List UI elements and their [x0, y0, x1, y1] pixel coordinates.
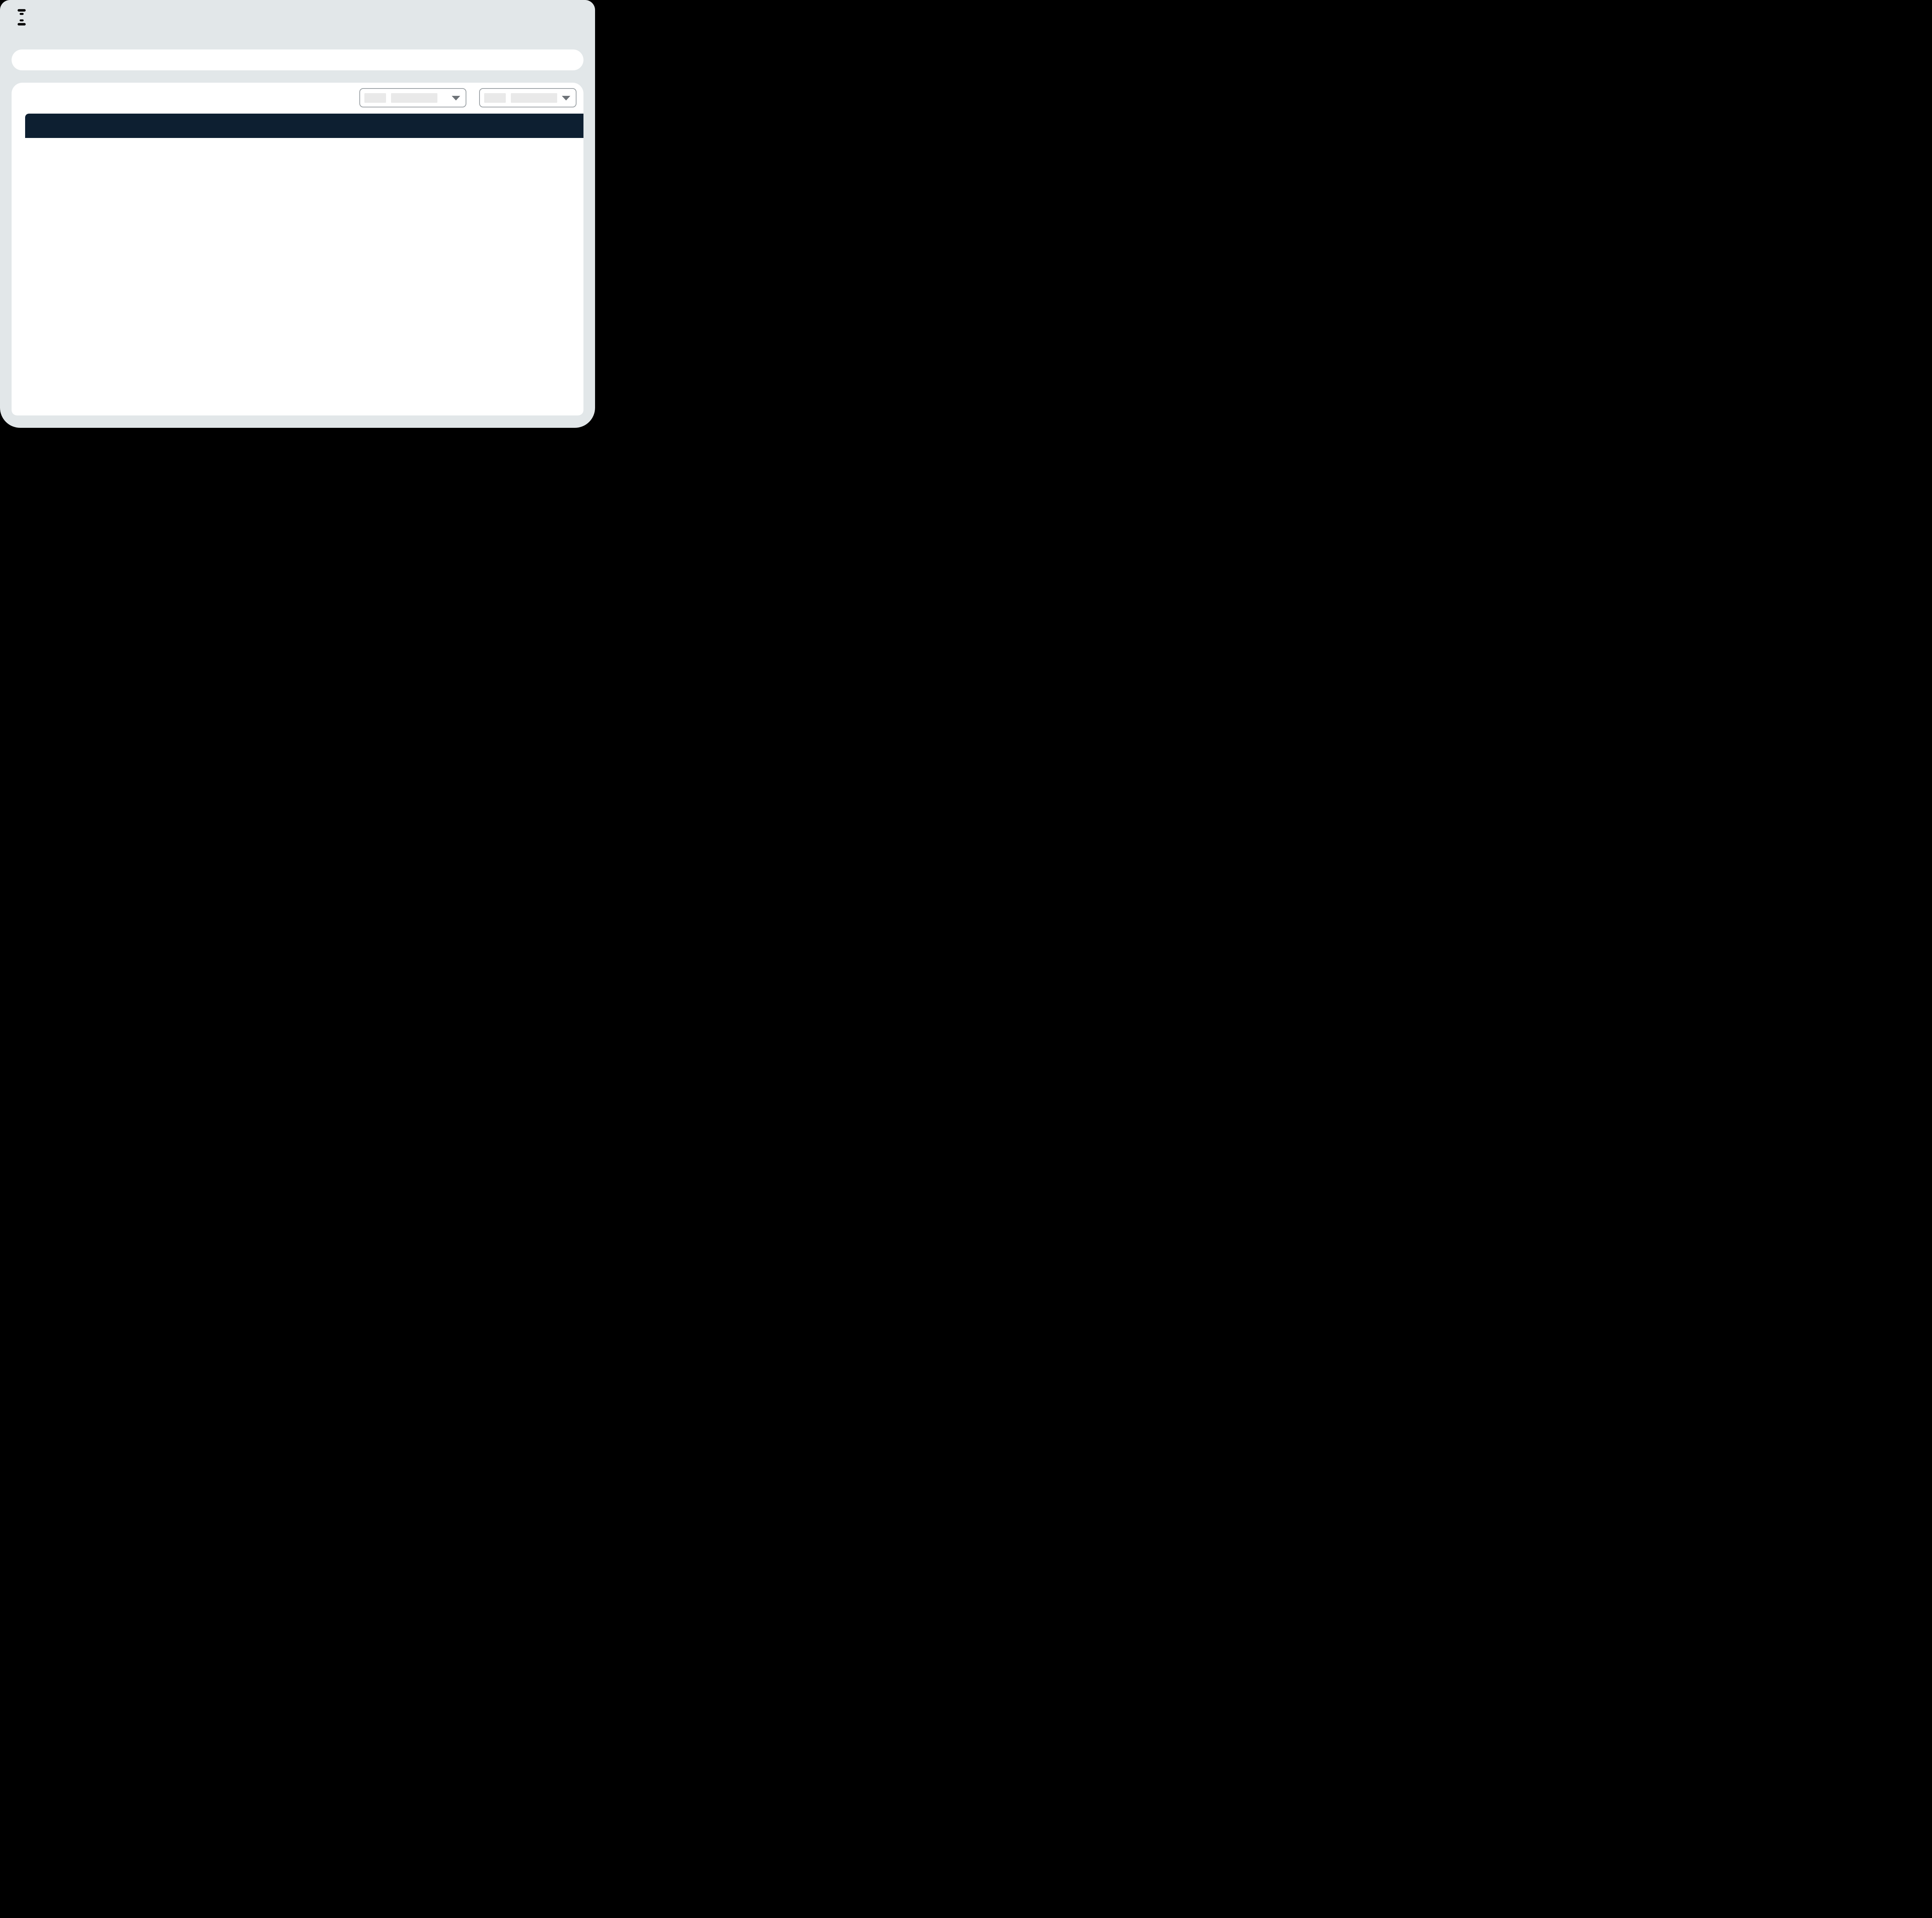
app-page [0, 0, 595, 428]
filter-dropdown-1[interactable] [359, 88, 466, 107]
line-of-balance-panel [12, 83, 583, 415]
apex-logo [15, 9, 29, 27]
dna-helix-icon [17, 9, 26, 26]
page-title-bar [12, 49, 583, 70]
dropdown-placeholder-block [484, 93, 506, 103]
chevron-down-icon [452, 96, 460, 100]
line-of-balance-table [25, 114, 583, 138]
filter-controls [359, 88, 577, 107]
dropdown-placeholder-block [391, 93, 437, 103]
table-header-row [25, 114, 583, 138]
dropdown-placeholder-block [364, 93, 386, 103]
apex-logo-wordmark [15, 9, 29, 26]
chevron-down-icon [562, 96, 570, 100]
dropdown-placeholder-block [511, 93, 557, 103]
filter-dropdown-2[interactable] [479, 88, 577, 107]
